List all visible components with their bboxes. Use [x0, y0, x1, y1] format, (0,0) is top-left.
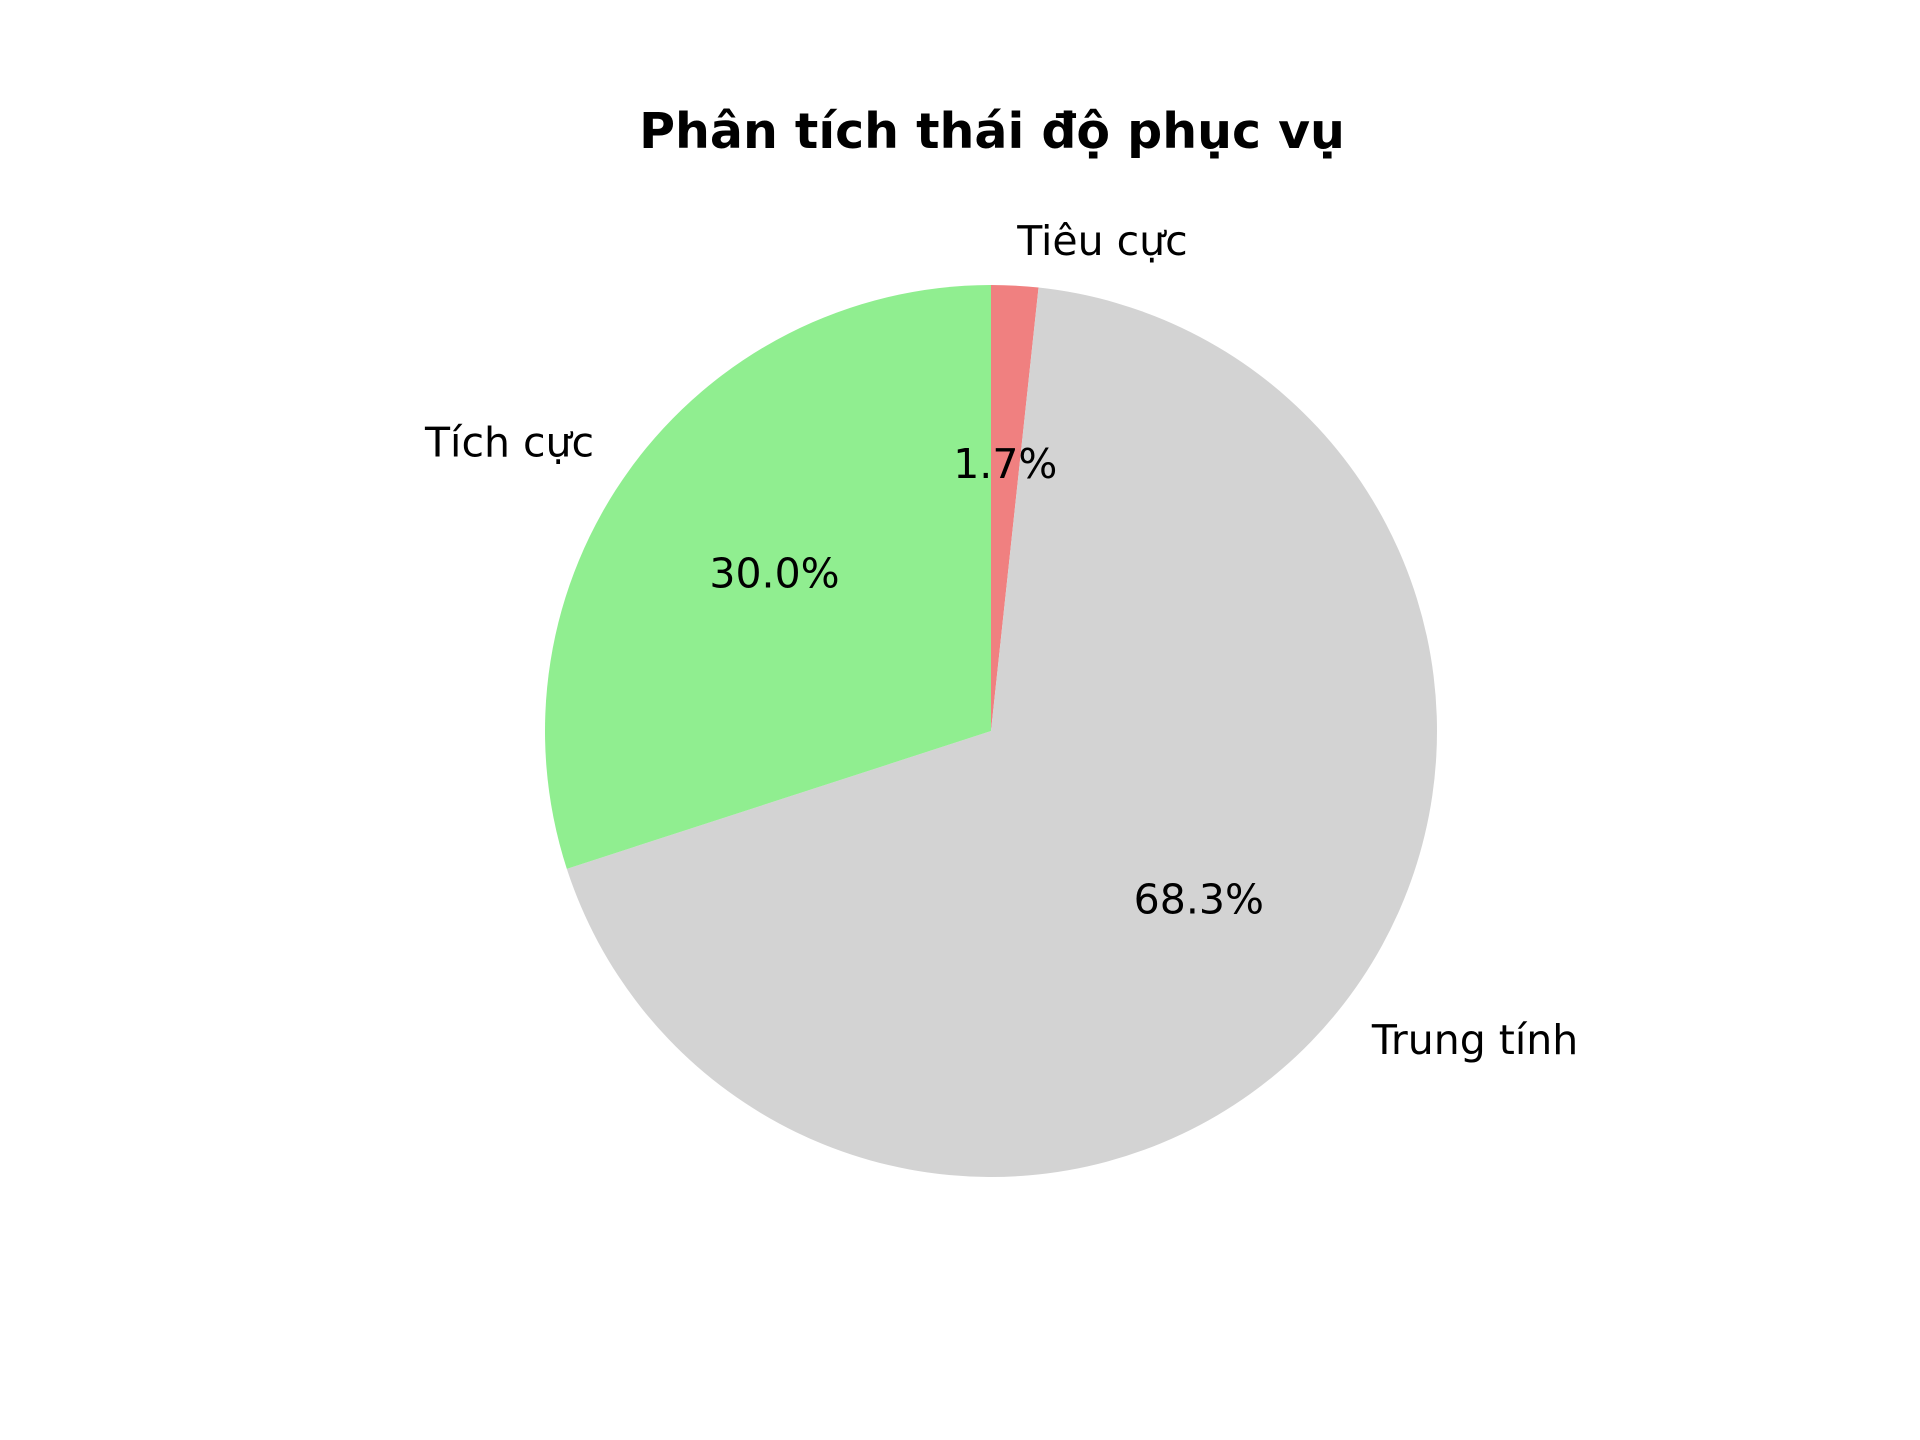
slices-layer	[545, 284, 1438, 1177]
pie-slice-trung-tinh	[566, 287, 1438, 1177]
slice-label-tieu-cuc: Tiêu cực	[1016, 217, 1187, 265]
pct-label-trung-tinh: 68.3%	[1134, 876, 1264, 924]
pie-slice-tieu-cuc	[991, 285, 1039, 731]
chart-title: Phân tích thái độ phục vụ	[639, 103, 1345, 160]
pie-slice-tich-cuc	[545, 284, 991, 869]
slice-label-trung-tinh: Trung tính	[1371, 1016, 1578, 1064]
pct-label-tieu-cuc: 1.7%	[953, 440, 1057, 488]
labels-layer: 1.7% Tiêu cực 68.3% Trung tính 30.0% Tích cực	[424, 217, 1578, 1064]
slice-label-tich-cuc: Tích cực	[424, 419, 594, 467]
pct-label-tich-cuc: 30.0%	[709, 550, 839, 598]
